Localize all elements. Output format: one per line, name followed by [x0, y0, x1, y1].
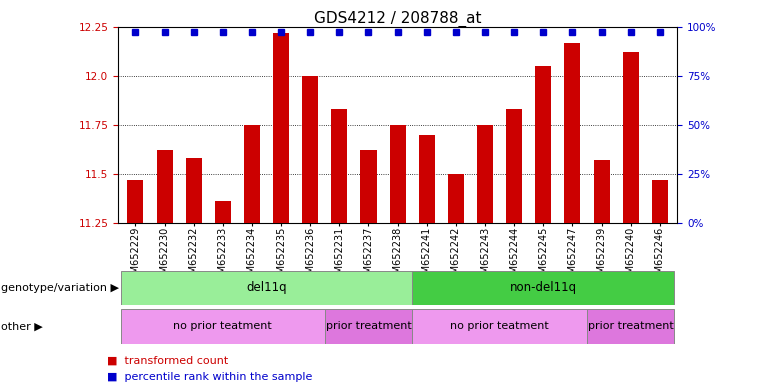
Bar: [622, 52, 638, 223]
Bar: [594, 160, 610, 223]
Bar: [565, 43, 581, 223]
Text: prior treatment: prior treatment: [587, 321, 673, 331]
Text: no prior teatment: no prior teatment: [174, 321, 272, 331]
Bar: [273, 33, 289, 223]
Bar: [412, 309, 587, 344]
Bar: [325, 309, 412, 344]
Text: ■  transformed count: ■ transformed count: [107, 355, 228, 365]
Bar: [121, 309, 325, 344]
Bar: [477, 125, 493, 223]
Bar: [412, 271, 674, 305]
Bar: [390, 125, 406, 223]
Bar: [361, 150, 377, 223]
Bar: [157, 150, 173, 223]
Bar: [535, 66, 551, 223]
Bar: [302, 76, 318, 223]
Bar: [331, 109, 347, 223]
Bar: [127, 180, 143, 223]
Title: GDS4212 / 208788_at: GDS4212 / 208788_at: [314, 11, 482, 27]
Bar: [506, 109, 522, 223]
Bar: [652, 180, 668, 223]
Bar: [215, 201, 231, 223]
Bar: [587, 309, 674, 344]
Text: other ▶: other ▶: [1, 321, 43, 331]
Text: non-del11q: non-del11q: [510, 281, 577, 295]
Text: genotype/variation ▶: genotype/variation ▶: [1, 283, 119, 293]
Bar: [448, 174, 464, 223]
Bar: [186, 158, 202, 223]
Bar: [419, 135, 435, 223]
Text: del11q: del11q: [247, 281, 287, 295]
Text: ■  percentile rank within the sample: ■ percentile rank within the sample: [107, 372, 312, 382]
Bar: [121, 271, 412, 305]
Text: prior treatment: prior treatment: [326, 321, 412, 331]
Text: no prior teatment: no prior teatment: [451, 321, 549, 331]
Bar: [244, 125, 260, 223]
